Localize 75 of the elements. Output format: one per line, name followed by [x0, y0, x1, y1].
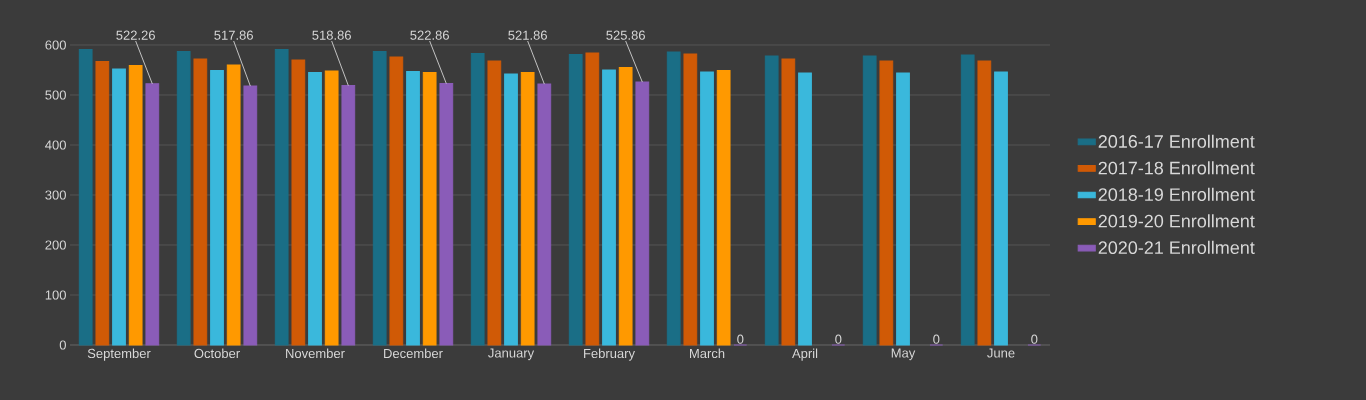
- bar: [274, 49, 289, 346]
- bar: [896, 72, 910, 346]
- data-label: 522.26: [116, 30, 155, 40]
- legend-label: 2019-20 Enrollment: [1098, 214, 1255, 228]
- data-label: 518.86: [312, 30, 351, 40]
- bar: [439, 83, 454, 346]
- bar: [389, 56, 404, 346]
- bar: [95, 61, 110, 346]
- bar: [994, 71, 1008, 346]
- y-tick-label: 100: [45, 290, 66, 300]
- bar: [308, 72, 322, 346]
- x-tick-label: December: [384, 348, 443, 359]
- bar: [683, 53, 698, 346]
- bar: [635, 81, 650, 346]
- bar: [585, 52, 600, 346]
- bar: [960, 54, 975, 346]
- data-label: 521.86: [508, 30, 547, 40]
- y-tick-label: 600: [45, 40, 66, 50]
- y-tick-label: 400: [45, 140, 66, 150]
- bar: [504, 73, 518, 346]
- bar: [243, 85, 258, 346]
- bar: [406, 71, 420, 346]
- bar: [341, 85, 356, 346]
- bar: [862, 55, 877, 346]
- x-tick-label: October: [194, 348, 240, 359]
- data-label: 517.86: [214, 30, 253, 40]
- x-tick-label: November: [286, 348, 345, 359]
- bar: [618, 67, 633, 346]
- legend-label: 2016-17 Enrollment: [1098, 134, 1255, 148]
- x-tick-label: April: [792, 348, 818, 361]
- bar: [764, 55, 779, 346]
- y-tick-label: 500: [45, 90, 66, 100]
- bar: [520, 72, 535, 346]
- y-tick-label: 300: [45, 190, 66, 200]
- bar: [781, 58, 796, 346]
- bar: [487, 60, 502, 346]
- bar: [176, 51, 191, 346]
- bar: [112, 68, 126, 346]
- bar: [78, 49, 93, 346]
- x-tick-label: March: [690, 348, 725, 359]
- data-label: 0: [835, 334, 842, 344]
- y-tick-label: 200: [45, 240, 66, 250]
- bar: [210, 70, 224, 346]
- bar: [128, 65, 143, 346]
- data-label: 0: [933, 334, 940, 344]
- x-tick-label: May: [891, 348, 916, 361]
- bar: [977, 60, 992, 346]
- legend-label: 2018-19 Enrollment: [1098, 187, 1255, 201]
- bar: [716, 70, 731, 346]
- bar: [568, 54, 583, 346]
- bar: [470, 53, 485, 346]
- bar: [666, 51, 681, 346]
- bar: [798, 72, 812, 346]
- legend-label: 2020-21 Enrollment: [1098, 240, 1255, 255]
- legend-label: 2017-18 Enrollment: [1098, 161, 1255, 175]
- x-tick-label: February: [584, 348, 635, 361]
- bar: [537, 83, 552, 346]
- data-label: 522.86: [410, 30, 449, 40]
- bar: [700, 71, 714, 346]
- bar: [145, 83, 160, 346]
- bar: [324, 70, 339, 346]
- data-label: 0: [1031, 334, 1038, 344]
- x-tick-label: September: [87, 348, 151, 361]
- x-tick-label: June: [987, 348, 1015, 358]
- y-tick-label: 0: [59, 340, 66, 350]
- bar: [602, 69, 616, 346]
- bar: [422, 72, 437, 346]
- bar: [879, 60, 894, 346]
- x-tick-label: January: [488, 348, 535, 361]
- bar: [193, 58, 208, 346]
- data-label: 525.86: [606, 30, 645, 40]
- bar: [372, 51, 387, 346]
- bar: [226, 64, 241, 346]
- data-label: 0: [737, 334, 744, 344]
- bar: [291, 59, 306, 346]
